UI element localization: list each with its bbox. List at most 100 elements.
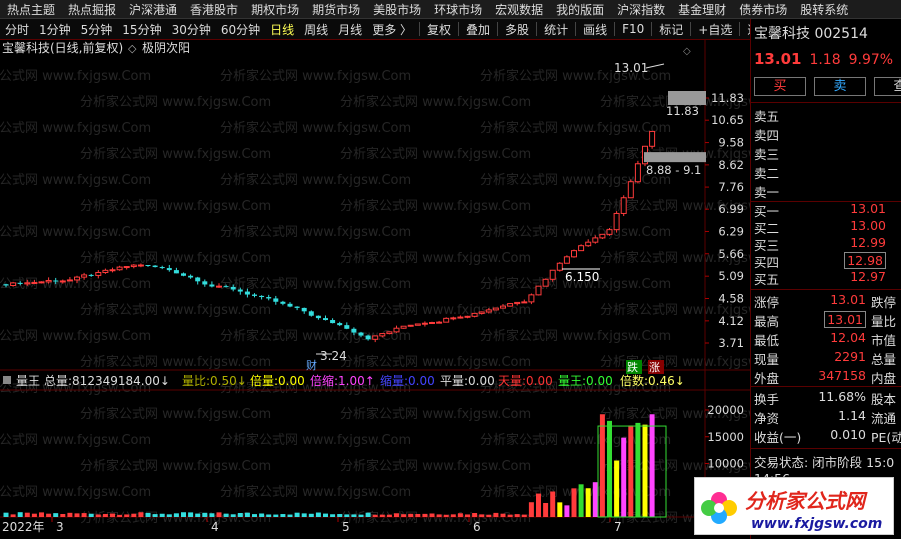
nav-item[interactable]: 热点掘报 (68, 2, 117, 17)
toolbar-action-button[interactable]: F10 (622, 22, 645, 36)
query-button[interactable]: 查 (874, 77, 901, 96)
candle-body[interactable] (237, 289, 243, 292)
candle-body[interactable] (507, 303, 514, 307)
candle-body[interactable] (358, 332, 364, 336)
candle-body[interactable] (450, 317, 457, 320)
nav-item[interactable]: 基金理财 (678, 2, 727, 17)
candle-body[interactable] (500, 305, 506, 309)
candle-body[interactable] (116, 266, 123, 271)
nav-item[interactable]: 香港股市 (190, 2, 239, 17)
candle-body[interactable] (535, 285, 542, 296)
period-tab[interactable]: 周线 (304, 22, 329, 37)
period-tab[interactable]: 月线 (338, 22, 363, 37)
nav-item[interactable]: 期权市场 (251, 2, 300, 17)
candle-body[interactable] (145, 264, 151, 266)
candle-body[interactable] (59, 280, 66, 283)
candle-body[interactable] (627, 181, 634, 199)
candle-body[interactable] (514, 301, 521, 305)
nav-item[interactable]: 美股市场 (373, 2, 422, 17)
candle-body[interactable] (266, 297, 272, 299)
candle-body[interactable] (74, 276, 80, 281)
candle-body[interactable] (649, 130, 656, 147)
nav-item[interactable]: 宏观数据 (495, 2, 544, 17)
candle-body[interactable] (95, 272, 102, 276)
nav-item[interactable]: 环球市场 (434, 2, 483, 17)
candle-body[interactable] (323, 318, 328, 321)
candle-body[interactable] (400, 325, 407, 329)
nav-item[interactable]: 债券市场 (739, 2, 788, 17)
candle-body[interactable] (620, 197, 627, 214)
candle-body[interactable] (308, 311, 314, 316)
candle-body[interactable] (88, 274, 94, 276)
candle-body[interactable] (38, 281, 45, 284)
candle-body[interactable] (528, 294, 535, 303)
candle-body[interactable] (45, 279, 52, 283)
candle-body[interactable] (634, 163, 641, 183)
candle-body[interactable] (81, 274, 88, 278)
period-tab[interactable]: 30分钟 (171, 22, 211, 37)
candle-body[interactable] (478, 311, 485, 314)
candle-body[interactable] (294, 306, 300, 308)
candle-body[interactable] (216, 285, 222, 288)
nav-item[interactable]: 股转系统 (800, 2, 849, 17)
candle-body[interactable] (10, 282, 17, 286)
nav-item[interactable]: 沪深指数 (617, 2, 666, 17)
candle-body[interactable] (599, 233, 606, 239)
period-tab[interactable]: 分时 (5, 22, 30, 37)
candle-body[interactable] (344, 325, 350, 329)
kline-chart[interactable]: 分析家公式网 www.fxjgsw.Com 分析家公式网 www.fxjgsw.C… (0, 40, 750, 539)
finance-marker[interactable]: 财 (306, 358, 317, 372)
nav-item[interactable]: 热点主题 (7, 2, 56, 17)
candle-body[interactable] (485, 309, 492, 313)
candle-body[interactable] (209, 284, 215, 287)
candle-body[interactable] (102, 269, 109, 274)
candle-body[interactable] (123, 266, 130, 269)
candle-body[interactable] (436, 321, 443, 324)
toolbar-action-button[interactable]: 复权 (427, 22, 452, 37)
candle-body[interactable] (549, 269, 556, 280)
candle-body[interactable] (173, 270, 179, 274)
candle-body[interactable] (137, 264, 144, 267)
candle-body[interactable] (244, 291, 250, 295)
candle-body[interactable] (521, 301, 528, 304)
period-tab[interactable]: 5分钟 (80, 22, 113, 37)
candle-body[interactable] (252, 294, 257, 296)
candle-body[interactable] (492, 307, 499, 311)
toolbar-action-button[interactable]: 叠加 (466, 22, 491, 37)
candle-body[interactable] (351, 328, 357, 333)
candle-body[interactable] (280, 301, 286, 304)
candle-body[interactable] (330, 320, 336, 324)
period-tab[interactable]: 日线 (270, 22, 295, 37)
sell-button[interactable]: 卖 (814, 77, 866, 96)
toolbar-action-button[interactable]: 标记 (659, 22, 684, 37)
candle-body[interactable] (315, 315, 321, 319)
candle-body[interactable] (152, 265, 158, 268)
candle-body[interactable] (301, 307, 307, 312)
candle-body[interactable] (202, 281, 208, 285)
candle-body[interactable] (31, 282, 38, 285)
candle-body[interactable] (542, 278, 549, 287)
candle-body[interactable] (464, 315, 471, 318)
candle-body[interactable] (188, 275, 194, 278)
candle-body[interactable] (421, 322, 428, 325)
period-tab[interactable]: 1分钟 (39, 22, 71, 37)
buy-button[interactable]: 买 (754, 77, 806, 96)
candle-body[interactable] (181, 273, 186, 276)
nav-item[interactable]: 我的版面 (556, 2, 605, 17)
candle-body[interactable] (195, 277, 201, 282)
candle-body[interactable] (230, 286, 236, 290)
candle-body[interactable] (613, 212, 620, 231)
candle-body[interactable] (379, 333, 386, 337)
candle-body[interactable] (606, 229, 613, 235)
candle-body[interactable] (571, 250, 577, 258)
indicator-diamond-icon[interactable]: ◇ (128, 42, 137, 55)
candle-body[interactable] (109, 269, 116, 272)
toolbar-action-button[interactable]: 统计 (544, 22, 569, 37)
candle-body[interactable] (273, 298, 279, 302)
candle-body[interactable] (592, 237, 599, 243)
candle-body[interactable] (223, 286, 229, 288)
nav-item[interactable]: 沪深港通 (129, 2, 178, 17)
candle-body[interactable] (24, 282, 31, 285)
candle-body[interactable] (287, 303, 293, 307)
candle-body[interactable] (166, 268, 172, 271)
